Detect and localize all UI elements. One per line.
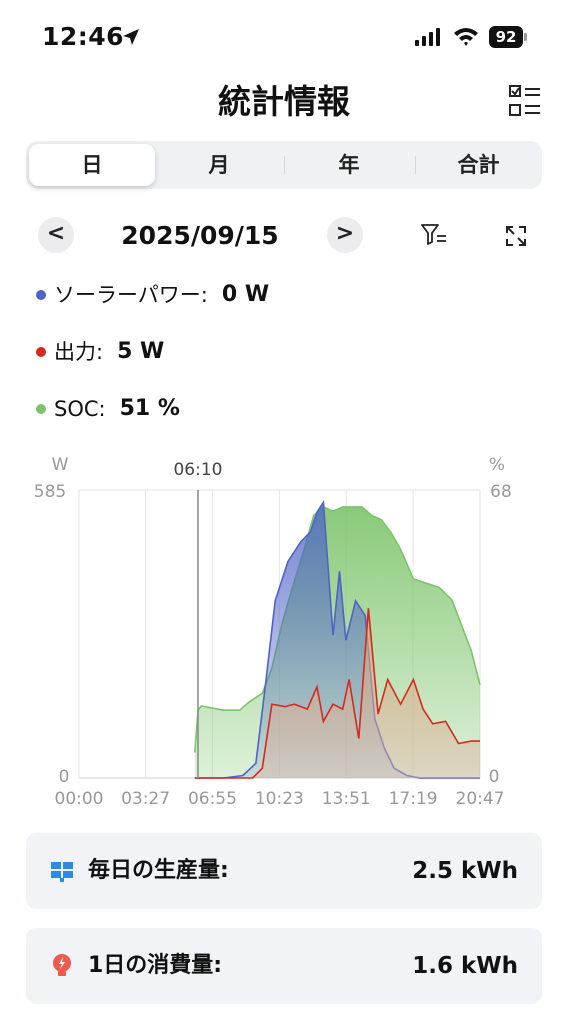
period-tabs: 日 月 年 合計: [26, 141, 542, 189]
x-tick-label: 10:23: [255, 789, 304, 809]
left-axis-min: 0: [59, 767, 70, 787]
battery-cap: [524, 33, 527, 41]
cursor-time-label: 06:10: [173, 460, 222, 480]
right-axis-unit: %: [489, 455, 505, 475]
status-bar: 12:46 92: [0, 0, 568, 70]
tab-divider: [284, 156, 285, 174]
daily-production-label: 毎日の生産量:: [88, 858, 229, 883]
x-tick-label: 03:27: [121, 789, 170, 809]
page-title: 統計情報: [218, 82, 350, 121]
legend-solar: ソーラーパワー: 0 W: [36, 280, 269, 310]
tab-total[interactable]: 合計: [457, 153, 500, 177]
current-date: 2025/09/15: [121, 221, 279, 250]
right-axis-max: 68: [490, 482, 512, 502]
daily-production-value: 2.5 kWh: [412, 858, 518, 884]
legend-value-soc: 51 %: [119, 396, 180, 421]
status-time: 12:46: [42, 22, 125, 51]
left-axis-max: 585: [34, 482, 66, 502]
legend-label-soc: SOC:: [54, 397, 106, 421]
daily-production-card: 毎日の生産量: 2.5 kWh: [26, 833, 542, 909]
legend-value-output: 5 W: [117, 339, 165, 364]
series-line-soc: [194, 505, 481, 753]
x-tick-label: 20:47: [456, 789, 505, 809]
wifi-icon: [454, 28, 478, 46]
solar-panel-icon: [51, 862, 73, 882]
checklist-icon[interactable]: [508, 84, 542, 118]
x-tick-label: 06:55: [188, 789, 237, 809]
series-area-output: [194, 608, 481, 778]
daily-consumption-value: 1.6 kWh: [412, 953, 518, 979]
next-date-button[interactable]: >: [327, 217, 363, 253]
legend-output: 出力: 5 W: [36, 337, 164, 367]
tab-year[interactable]: 年: [338, 153, 360, 177]
legend-value-solar: 0 W: [221, 282, 270, 307]
legend-dot-soc: [36, 404, 46, 414]
legend-label-output: 出力:: [54, 340, 104, 364]
legend-label-solar: ソーラーパワー:: [54, 283, 208, 307]
filter-icon[interactable]: [420, 222, 448, 248]
x-tick-label: 17:19: [389, 789, 438, 809]
legend-dot-output: [36, 347, 46, 357]
series-line-output: [194, 608, 480, 779]
tab-divider: [415, 156, 416, 174]
right-axis-min: 0: [489, 767, 500, 787]
x-tick-label: 00:00: [55, 789, 104, 809]
lightbulb-icon: [53, 954, 71, 976]
daily-consumption-card: 1日の消費量: 1.6 kWh: [26, 928, 542, 1004]
x-axis-ticks: 00:00 03:27 06:55 10:23 13:51 17:19 20:47: [55, 789, 505, 809]
cellular-signal-icon: [415, 28, 440, 46]
location-arrow-icon: [123, 29, 139, 45]
x-tick-label: 13:51: [322, 789, 371, 809]
chart-series: [194, 499, 481, 779]
battery-icon: 92: [489, 26, 523, 48]
legend-dot-solar: [36, 290, 46, 300]
daily-consumption-label: 1日の消費量:: [88, 953, 223, 978]
expand-icon[interactable]: [504, 224, 528, 248]
tab-day[interactable]: 日: [29, 144, 155, 186]
power-chart[interactable]: 06:10 W 585 0 % 68 0 00:00 03:27 06:55 10:2…: [0, 440, 568, 820]
left-axis-unit: W: [52, 455, 69, 475]
legend-soc: SOC: 51 %: [36, 394, 180, 424]
tab-month[interactable]: 月: [208, 153, 230, 177]
prev-date-button[interactable]: <: [38, 217, 74, 253]
series-area-solar: [194, 502, 481, 778]
